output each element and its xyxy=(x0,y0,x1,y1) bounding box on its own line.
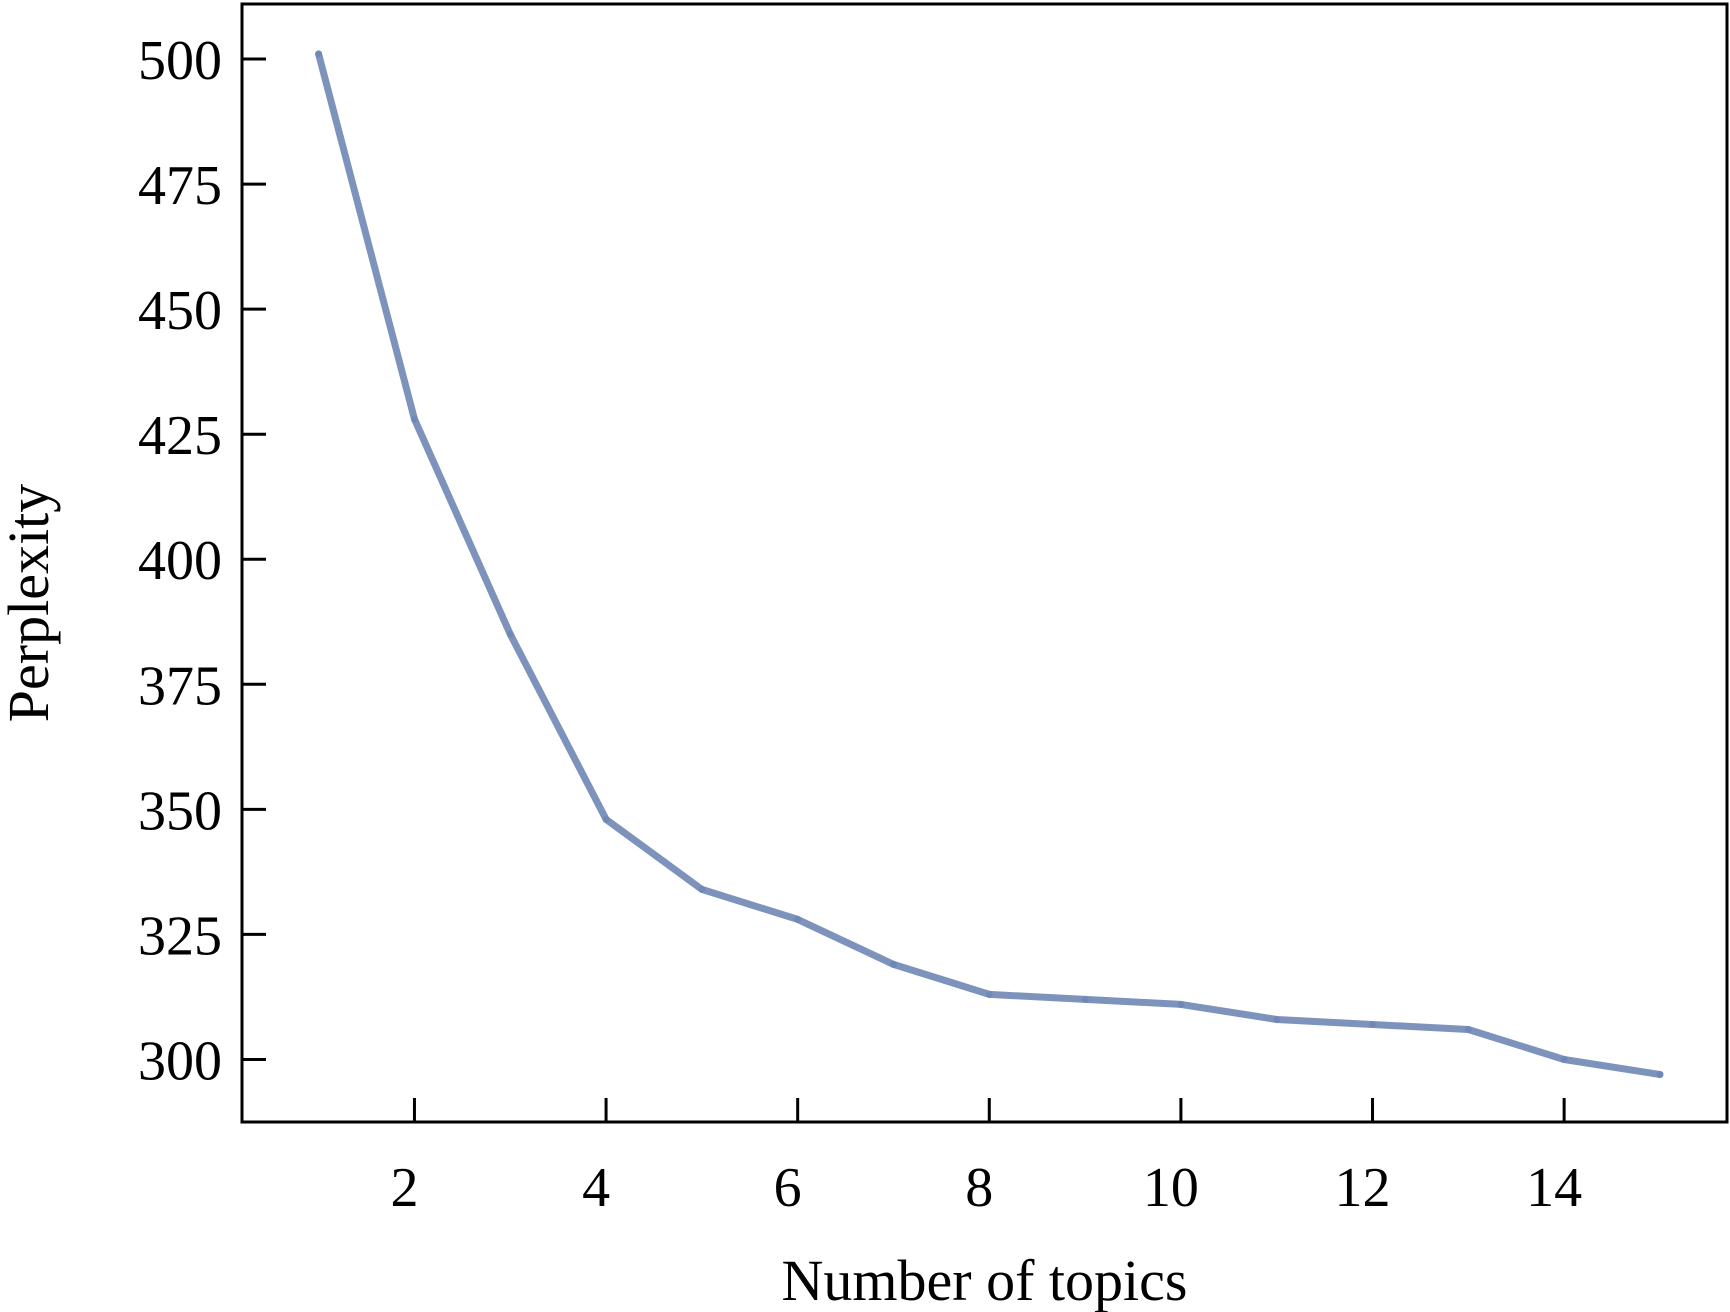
y-tick-label: 450 xyxy=(138,280,222,342)
plot-area: 2 4 6 8 10 12 14 300 325 350 375 400 425 450 475 500 xyxy=(138,2,1729,1219)
data-point xyxy=(1656,1070,1664,1078)
data-point xyxy=(602,815,610,823)
y-tick-label: 350 xyxy=(138,780,222,842)
data-point xyxy=(985,990,993,998)
x-axis-title: Number of topics xyxy=(782,1248,1188,1312)
data-point xyxy=(889,960,897,968)
y-tick-label: 400 xyxy=(138,530,222,592)
data-point xyxy=(506,630,514,638)
y-axis-ticks: 300 325 350 375 400 425 450 475 500 xyxy=(138,30,266,1092)
y-tick-label: 375 xyxy=(138,655,222,717)
x-tick-label: 14 xyxy=(1526,1157,1582,1219)
data-point xyxy=(1560,1055,1568,1063)
data-point xyxy=(1081,995,1089,1003)
series-line-0 xyxy=(315,50,1664,1078)
y-tick-label: 475 xyxy=(138,155,222,217)
data-point xyxy=(410,415,418,423)
x-tick-label: 4 xyxy=(582,1157,610,1219)
series-layer xyxy=(315,50,1664,1078)
data-point xyxy=(315,50,323,58)
y-tick-label: 500 xyxy=(138,30,222,92)
y-axis-title: Perplexity xyxy=(0,484,61,722)
x-tick-label: 8 xyxy=(965,1157,993,1219)
data-point xyxy=(1369,1020,1377,1028)
y-tick-label: 425 xyxy=(138,405,222,467)
x-tick-label: 12 xyxy=(1335,1157,1391,1219)
data-point xyxy=(1273,1015,1281,1023)
x-tick-label: 10 xyxy=(1143,1157,1199,1219)
y-tick-label: 325 xyxy=(138,905,222,967)
y-tick-label: 300 xyxy=(138,1030,222,1092)
x-tick-label: 2 xyxy=(390,1157,418,1219)
data-point xyxy=(698,885,706,893)
x-axis-ticks: 2 4 6 8 10 12 14 xyxy=(390,1098,1582,1219)
data-point xyxy=(1464,1025,1472,1033)
x-tick-label: 6 xyxy=(774,1157,802,1219)
plot-frame xyxy=(240,2,1729,1124)
data-point xyxy=(1177,1000,1185,1008)
data-point xyxy=(794,915,802,923)
